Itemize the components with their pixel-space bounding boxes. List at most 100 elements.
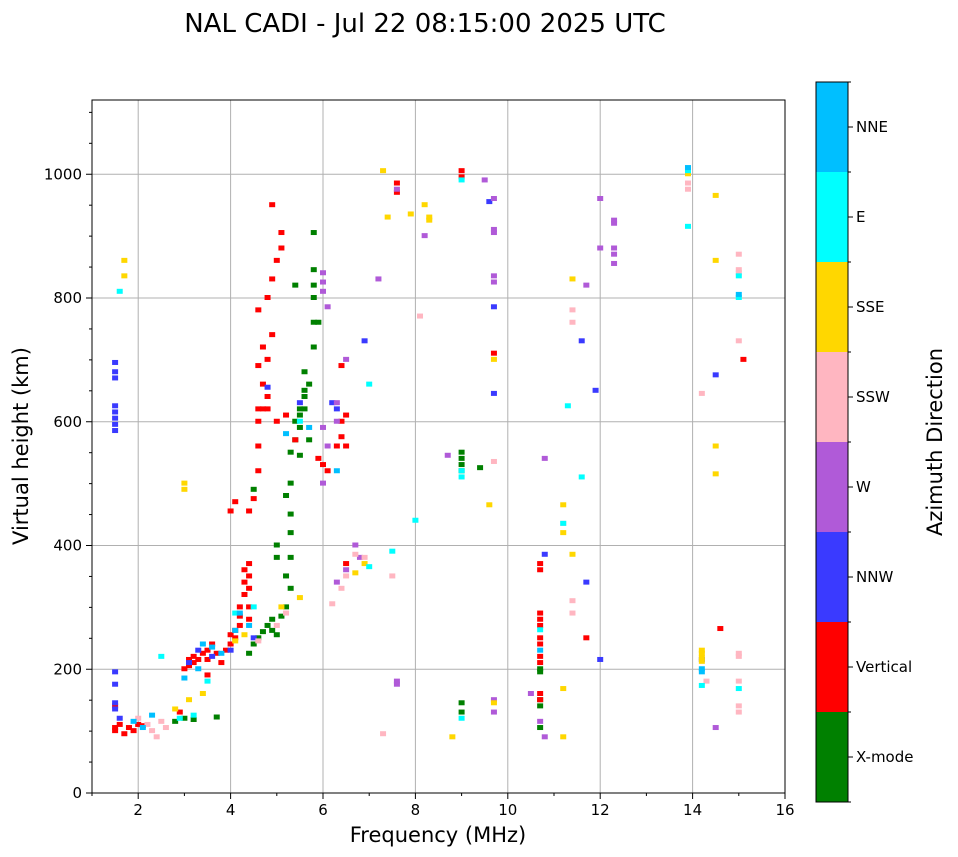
point-nne bbox=[181, 675, 188, 681]
point-w bbox=[597, 196, 604, 201]
point-x-mode bbox=[250, 486, 257, 492]
point-sse bbox=[181, 486, 188, 492]
point-e bbox=[458, 474, 465, 480]
point-vertical bbox=[259, 406, 266, 412]
point-vertical bbox=[259, 344, 266, 350]
point-w bbox=[481, 177, 488, 183]
x-tick-label: 10 bbox=[498, 801, 517, 819]
point-x-mode bbox=[287, 449, 294, 455]
point-vertical bbox=[227, 641, 234, 647]
point-nne bbox=[236, 610, 243, 616]
point-vertical bbox=[246, 573, 253, 579]
point-vertical bbox=[537, 622, 544, 628]
point-x-mode bbox=[310, 295, 317, 300]
point-x-mode bbox=[301, 387, 308, 393]
colorbar-swatch bbox=[816, 532, 848, 622]
point-w bbox=[527, 691, 534, 696]
point-x-mode bbox=[310, 230, 317, 236]
point-ssw bbox=[149, 728, 156, 734]
point-vertical bbox=[343, 443, 350, 449]
point-vertical bbox=[278, 230, 285, 236]
point-x-mode bbox=[537, 666, 544, 672]
point-sse bbox=[712, 257, 719, 263]
point-e bbox=[158, 653, 165, 659]
point-sse bbox=[421, 202, 428, 208]
point-vertical bbox=[236, 604, 243, 610]
point-vertical bbox=[222, 647, 229, 653]
x-tick-label: 2 bbox=[133, 801, 143, 819]
point-vertical bbox=[458, 174, 465, 180]
point-vertical bbox=[537, 641, 544, 647]
point-sse bbox=[560, 734, 567, 740]
point-vertical bbox=[112, 725, 119, 731]
point-vertical bbox=[218, 660, 225, 666]
point-ssw bbox=[735, 267, 742, 273]
point-ssw bbox=[569, 598, 576, 604]
point-e bbox=[190, 712, 197, 718]
colorbar-swatch bbox=[816, 622, 848, 712]
point-nnw bbox=[583, 579, 590, 585]
y-tick-label: 600 bbox=[53, 413, 82, 431]
point-x-mode bbox=[259, 629, 266, 635]
point-vertical bbox=[227, 508, 234, 514]
point-ssw bbox=[735, 650, 742, 656]
point-nnw bbox=[112, 415, 119, 421]
point-sse bbox=[232, 638, 239, 644]
y-tick-label: 400 bbox=[53, 537, 82, 555]
point-vertical bbox=[135, 721, 142, 727]
point-x-mode bbox=[246, 650, 253, 656]
point-x-mode bbox=[287, 530, 294, 536]
point-x-mode bbox=[273, 554, 280, 560]
point-w bbox=[611, 260, 618, 266]
colorbar-label: NNE bbox=[856, 118, 888, 136]
point-sse bbox=[560, 686, 567, 692]
point-vertical bbox=[338, 434, 345, 440]
point-vertical bbox=[292, 437, 299, 443]
point-vertical bbox=[227, 632, 234, 638]
point-vertical bbox=[255, 443, 262, 449]
point-vertical bbox=[190, 653, 197, 659]
point-x-mode bbox=[287, 554, 294, 560]
point-nne bbox=[698, 669, 705, 675]
point-sse bbox=[361, 561, 368, 567]
x-tick-label: 4 bbox=[226, 801, 236, 819]
point-nne bbox=[246, 622, 253, 628]
point-e bbox=[296, 418, 303, 424]
point-nnw bbox=[578, 338, 585, 344]
point-x-mode bbox=[213, 714, 220, 720]
point-vertical bbox=[195, 656, 202, 662]
point-sse bbox=[560, 530, 567, 536]
point-vertical bbox=[112, 728, 119, 734]
colorbar-label: NNW bbox=[856, 568, 893, 586]
point-vertical bbox=[186, 656, 193, 662]
point-vertical bbox=[204, 647, 211, 653]
point-nnw bbox=[227, 647, 234, 653]
point-vertical bbox=[121, 731, 128, 737]
point-vertical bbox=[269, 276, 276, 282]
point-e bbox=[735, 295, 742, 300]
point-nne bbox=[306, 424, 313, 430]
colorbar-label: Vertical bbox=[856, 658, 912, 676]
point-vertical bbox=[393, 180, 400, 186]
point-vertical bbox=[199, 650, 206, 656]
point-vertical bbox=[246, 585, 253, 591]
point-ssw bbox=[735, 709, 742, 715]
point-w bbox=[611, 251, 618, 257]
point-sse bbox=[560, 502, 567, 508]
point-x-mode bbox=[278, 613, 285, 619]
point-nnw bbox=[541, 551, 548, 557]
point-x-mode bbox=[458, 700, 465, 706]
point-nne bbox=[218, 650, 225, 656]
point-x-mode bbox=[301, 369, 308, 375]
point-vertical bbox=[246, 508, 253, 514]
point-sse bbox=[449, 734, 456, 740]
point-nnw bbox=[712, 372, 719, 378]
point-vertical bbox=[269, 202, 276, 208]
point-sse bbox=[407, 211, 414, 217]
point-ssw bbox=[329, 601, 336, 607]
point-nnw bbox=[112, 681, 119, 687]
point-e bbox=[560, 520, 567, 526]
point-vertical bbox=[343, 561, 350, 567]
point-vertical bbox=[537, 660, 544, 666]
point-x-mode bbox=[292, 418, 299, 424]
